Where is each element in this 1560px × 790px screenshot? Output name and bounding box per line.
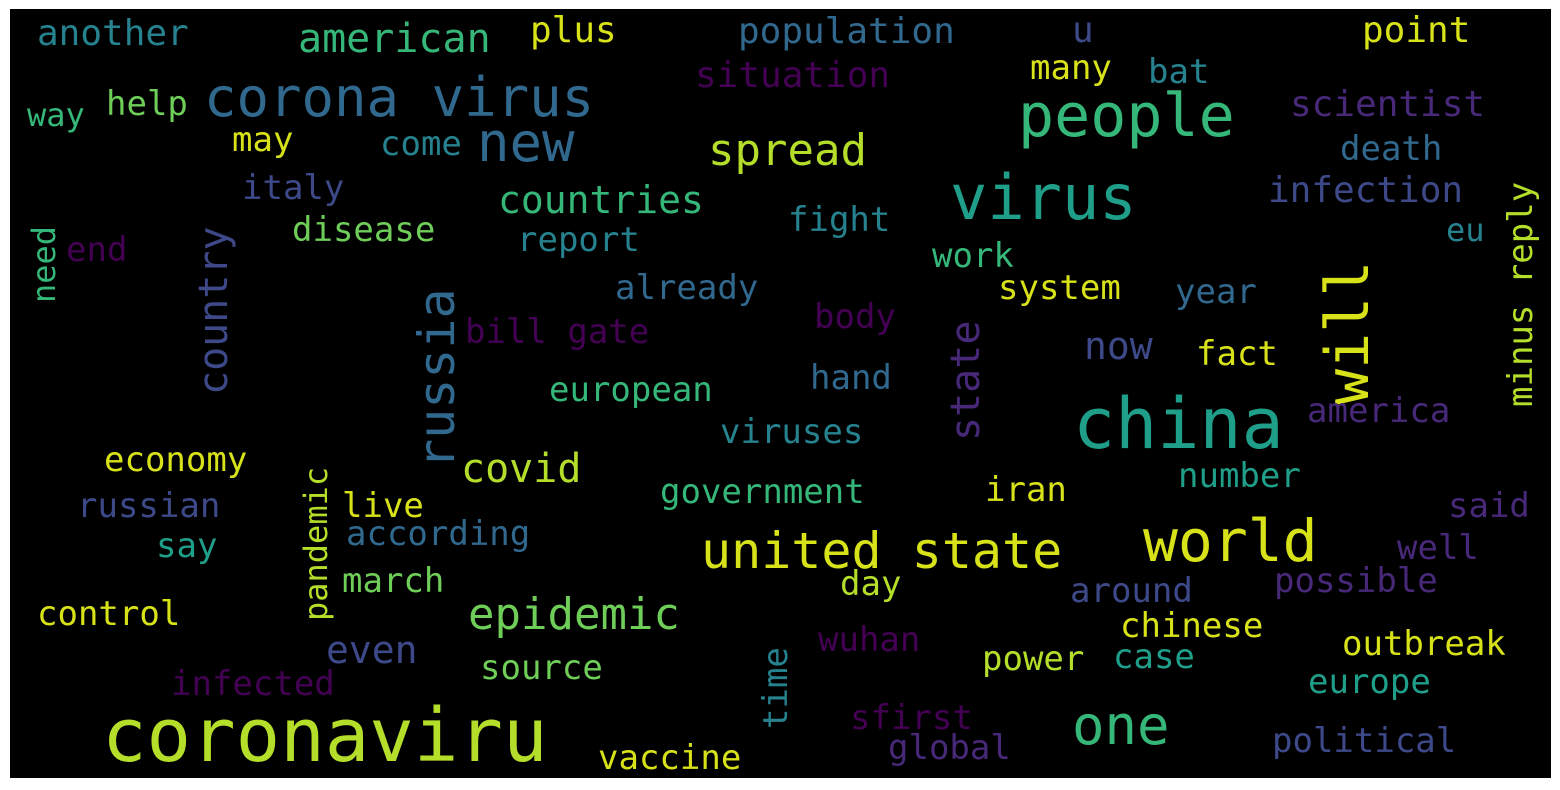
word-live: live <box>342 486 424 526</box>
word-sfirst: sfirst <box>850 698 973 738</box>
word-country: country <box>191 226 237 395</box>
word-will: will <box>1313 260 1383 406</box>
word-vaccine: vaccine <box>598 738 742 778</box>
word-italy: italy <box>242 168 345 208</box>
word-united-state: united state <box>701 522 1063 580</box>
word-disease: disease <box>292 210 436 250</box>
word-time: time <box>756 647 796 729</box>
word-new: new <box>477 111 575 174</box>
word-coronaviru: coronaviru <box>102 693 548 778</box>
word-global: global <box>888 728 1011 768</box>
word-around: around <box>1070 571 1193 611</box>
word-american: american <box>298 16 491 62</box>
word-control: control <box>37 594 181 634</box>
word-scientist: scientist <box>1290 84 1486 125</box>
word-people: people <box>1018 81 1235 151</box>
word-case: case <box>1113 637 1195 677</box>
word-year: year <box>1175 272 1257 312</box>
word-say: say <box>156 526 218 566</box>
word-plus: plus <box>530 10 617 51</box>
word-state: state <box>943 320 989 441</box>
word-cloud: coronaviru china virus will people coron… <box>10 9 1551 778</box>
word-body: body <box>814 297 896 337</box>
word-death: death <box>1340 129 1443 169</box>
word-government: government <box>660 472 865 512</box>
word-many: many <box>1030 48 1112 88</box>
word-iran: iran <box>985 470 1067 510</box>
word-come: come <box>380 124 462 164</box>
word-according: according <box>346 514 531 554</box>
word-population: population <box>738 11 955 52</box>
word-china: china <box>1073 383 1284 465</box>
word-epidemic: epidemic <box>468 589 680 640</box>
word-russian: russian <box>77 486 221 526</box>
word-need: need <box>25 225 63 303</box>
word-another: another <box>37 13 189 54</box>
word-fight: fight <box>788 200 891 240</box>
word-situation: situation <box>695 55 891 96</box>
word-point: point <box>1362 10 1471 51</box>
word-minus-reply: minus reply <box>1501 181 1541 407</box>
word-viruses: viruses <box>720 412 864 452</box>
word-march: march <box>342 561 445 601</box>
word-number: number <box>1178 456 1301 496</box>
word-spread: spread <box>708 125 867 176</box>
word-way: way <box>27 96 85 134</box>
word-power: power <box>982 639 1085 679</box>
word-fact: fact <box>1196 334 1278 374</box>
word-chinese: chinese <box>1120 606 1264 646</box>
word-europe: europe <box>1308 662 1431 702</box>
word-america: america <box>1307 391 1451 431</box>
word-infected: infected <box>171 664 335 704</box>
word-end: end <box>66 230 128 270</box>
word-countries: countries <box>498 178 704 222</box>
word-wuhan: wuhan <box>818 620 921 660</box>
word-u: u <box>1072 10 1094 51</box>
word-already: already <box>615 268 759 308</box>
word-source: source <box>480 648 603 688</box>
word-political: political <box>1272 721 1457 761</box>
word-well: well <box>1397 528 1479 568</box>
word-economy: economy <box>104 440 248 480</box>
word-russia: russia <box>408 288 466 469</box>
word-may: may <box>232 120 294 160</box>
word-bat: bat <box>1148 52 1210 92</box>
word-hand: hand <box>810 358 892 398</box>
word-virus: virus <box>950 161 1137 234</box>
word-world: world <box>1143 507 1318 575</box>
word-covid: covid <box>461 446 582 492</box>
word-outbreak: outbreak <box>1342 624 1506 664</box>
word-system: system <box>998 268 1121 308</box>
word-one: one <box>1072 694 1170 757</box>
word-european: european <box>549 370 713 410</box>
word-report: report <box>517 220 640 260</box>
word-bill-gate: bill gate <box>465 312 650 352</box>
word-corona-virus: corona virus <box>204 66 595 129</box>
word-infection: infection <box>1268 170 1464 211</box>
word-possible: possible <box>1274 561 1438 601</box>
word-help: help <box>106 84 188 124</box>
word-pandemic: pandemic <box>297 466 335 621</box>
word-eu: eu <box>1446 211 1485 249</box>
word-now: now <box>1084 324 1153 368</box>
word-even: even <box>326 628 418 672</box>
word-day: day <box>840 564 902 604</box>
word-said: said <box>1448 486 1530 526</box>
word-work: work <box>932 236 1014 276</box>
